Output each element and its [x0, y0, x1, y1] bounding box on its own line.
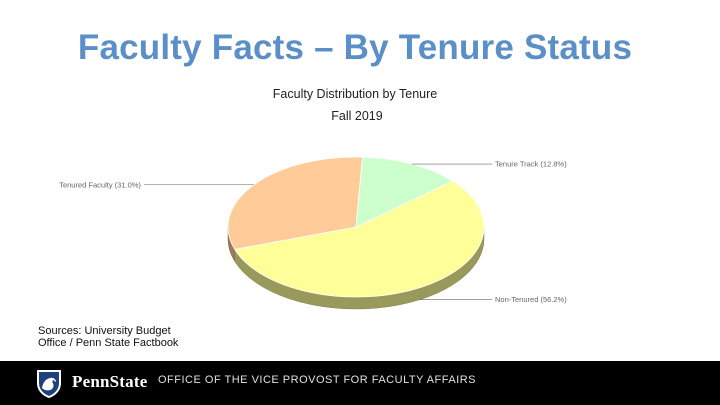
- office-name: OFFICE OF THE VICE PROVOST FOR FACULTY A…: [158, 374, 477, 386]
- sources-note: Sources: University Budget Office / Penn…: [38, 325, 179, 349]
- pie-slice-0: [234, 180, 485, 298]
- pie-slice-1: [227, 156, 363, 250]
- pie-slice-2: [355, 156, 454, 228]
- pie-labels: Non-Tenured (56.2%) Tenured Faculty (31.0…: [59, 160, 567, 305]
- chart-subtitle: Fall 2019: [331, 109, 382, 123]
- footer-bar: PennState OFFICE OF THE VICE PROVOST FOR…: [0, 361, 720, 405]
- slide-title: Faculty Facts – By Tenure Status: [77, 28, 633, 67]
- slice-label-1: Tenured Faculty (31.0%): [59, 180, 141, 189]
- slice-label-0: Non-Tenured (56.2%): [495, 295, 567, 304]
- chart-title: Faculty Distribution by Tenure: [273, 87, 437, 101]
- penn-state-wordmark: PennState: [72, 372, 148, 391]
- pie-chart: Faculty Distribution by Tenure Fall 2019…: [59, 87, 567, 310]
- nittany-lion-shield-icon: [37, 370, 61, 398]
- slice-label-2: Tenure Track (12.8%): [495, 160, 567, 169]
- pie-tops: [227, 156, 485, 298]
